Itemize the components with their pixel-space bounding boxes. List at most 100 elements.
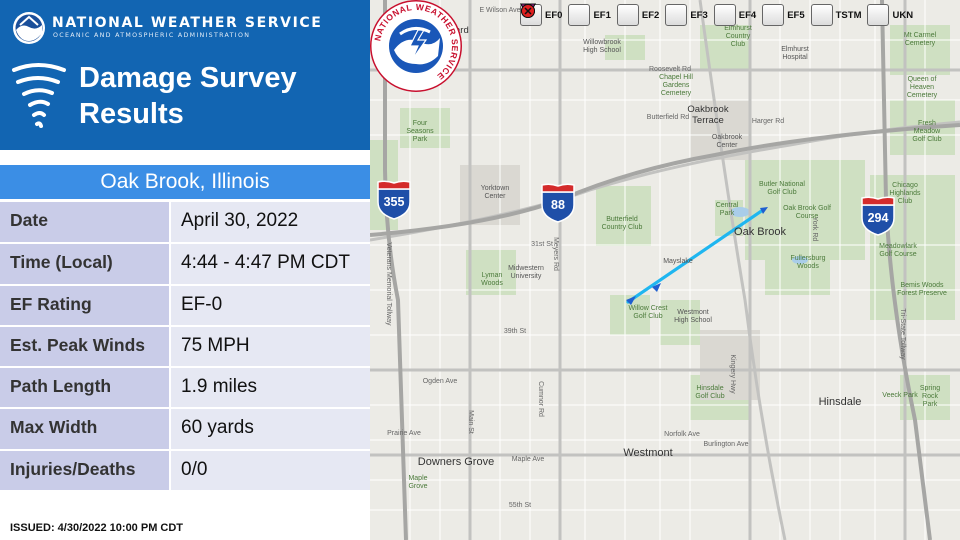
road-label-roosevelt: Roosevelt Rd xyxy=(648,66,692,73)
row-value: 60 yards xyxy=(170,408,370,451)
circle-dot-icon xyxy=(521,4,833,26)
legend-item-ef4: EF4 xyxy=(520,3,757,26)
map-label-spring-rock: Spring Rock Park xyxy=(919,385,941,408)
legend-item-tstm: TSTM xyxy=(521,4,862,26)
agency-subtitle: OCEANIC AND ATMOSPHERIC ADMINISTRATION xyxy=(53,32,251,39)
map-label-oakbrook-terrace: Oakbrook Terrace xyxy=(687,104,729,126)
row-label: EF Rating xyxy=(0,284,171,327)
map-label-hinsdale: Hinsdale xyxy=(818,396,862,408)
map-label-mt-carmel: Mt Carmel Cemetery xyxy=(903,32,937,47)
road-label-harger: Harger Rd xyxy=(751,118,785,125)
road-label-main-st: Main St xyxy=(467,410,474,434)
map-label-chapel-hill: Chapel Hill Gardens Cemetery xyxy=(659,74,693,97)
noaa-logo-icon xyxy=(13,12,45,44)
legend-item-ukn: UKN xyxy=(521,4,914,26)
page-title: Damage Survey Results xyxy=(79,60,297,132)
road-label-york: York Rd xyxy=(811,216,818,242)
map-label-fullersburg: Fullersburg Woods xyxy=(790,255,826,270)
road-label-ogden: Ogden Ave xyxy=(422,378,458,385)
row-label: Path Length xyxy=(0,367,171,410)
shield-number: 355 xyxy=(383,195,405,209)
row-value: EF-0 xyxy=(170,284,370,327)
map-label-hinsdale-gc: Hinsdale Golf Club xyxy=(695,385,725,400)
map-label-maple-grove: Maple Grove xyxy=(408,475,428,490)
map-label-central-park: Central Park xyxy=(715,202,739,217)
map-label-elmhurst-hospital: Elmhurst Hospital xyxy=(781,46,809,61)
table-row: Date April 30, 2022 xyxy=(0,202,370,245)
tornado-track xyxy=(626,207,768,305)
map-label-elmhurst-cc: Elmhurst Country Club xyxy=(724,25,752,48)
row-label: Max Width xyxy=(0,408,171,451)
road-label-maple-ave: Maple Ave xyxy=(511,456,545,463)
row-label: Date xyxy=(0,202,171,245)
triangle-down-icon xyxy=(520,3,785,26)
tornado-icon xyxy=(12,63,66,128)
map-label-butterfield-cc: Butterfield Country Club xyxy=(601,216,643,231)
row-value: 1.9 miles xyxy=(170,367,370,410)
legend-item-ef5: EF5 xyxy=(520,3,805,26)
map-label-oak-brook-gc: Oak Brook Golf Course xyxy=(783,205,831,220)
table-row: Est. Peak Winds 75 MPH xyxy=(0,325,370,369)
issued-timestamp: ISSUED: 4/30/2022 10:00 PM CDT xyxy=(10,522,184,534)
interstate-355-shield-icon: 355 xyxy=(376,180,412,220)
map-label-midwestern: Midwestern University xyxy=(508,265,544,280)
map-label-queen-heaven: Queen of Heaven Cemetery xyxy=(906,76,938,99)
road-label-tri-state: Tri-State Tollway xyxy=(899,308,906,360)
legend-label: EF1 xyxy=(593,9,611,21)
table-row: Injuries/Deaths 0/0 xyxy=(0,449,370,493)
triangle-down-icon xyxy=(520,3,639,26)
circle-x-icon xyxy=(521,4,890,26)
road-label-wilson: E Wilson Ave xyxy=(479,7,521,14)
map-label-bemis: Bemis Woods Forest Preserve xyxy=(897,282,947,297)
table-row: Time (Local) 4:44 - 4:47 PM CDT xyxy=(0,243,370,286)
summary-panel: NATIONAL WEATHER SERVICE OCEANIC AND ATM… xyxy=(0,0,370,540)
survey-details-table: Date April 30, 2022 Time (Local) 4:44 - … xyxy=(0,202,370,493)
map-label-downers-grove: Downers Grove xyxy=(417,456,495,468)
road-label-meyers: Meyers Rd xyxy=(552,237,559,271)
map-label-yorktown: Yorktown Center xyxy=(480,185,510,200)
legend-item-ef2: EF2 xyxy=(520,3,659,26)
map-label-fresh-meadow: Fresh Meadow Golf Club xyxy=(912,120,942,143)
legend-item-ef3: EF3 xyxy=(520,3,708,26)
legend-label: UKN xyxy=(892,9,914,21)
title-line-2: Results xyxy=(79,98,184,130)
location-title: Oak Brook, Illinois xyxy=(0,165,370,199)
header-banner: NATIONAL WEATHER SERVICE OCEANIC AND ATM… xyxy=(0,0,370,150)
water xyxy=(730,207,808,264)
road-label-butterfield: Butterfield Rd xyxy=(646,114,690,121)
nws-seal-icon: NATIONAL WEATHER SERVICE xyxy=(370,0,462,92)
row-value: 4:44 - 4:47 PM CDT xyxy=(170,243,370,286)
row-value: 75 MPH xyxy=(170,325,370,369)
map-label-willow-crest: Willow Crest Golf Club xyxy=(628,305,668,320)
shield-number: 88 xyxy=(551,198,565,212)
legend-label: EF0 xyxy=(545,9,563,21)
shield-number: 294 xyxy=(867,211,889,225)
road-label-burlington: Burlington Ave xyxy=(703,441,749,448)
map-label-lyman: Lyman Woods xyxy=(481,272,503,287)
agency-name: NATIONAL WEATHER SERVICE xyxy=(52,15,323,31)
row-value: 0/0 xyxy=(170,449,370,493)
legend-label: TSTM xyxy=(835,9,862,21)
legend-label: EF3 xyxy=(690,9,708,21)
table-row: Max Width 60 yards xyxy=(0,408,370,451)
map-label-willowbrook-hs: Willowbrook High School xyxy=(583,39,621,54)
legend-label: EF4 xyxy=(738,9,757,21)
map-label-oak-brook: Oak Brook xyxy=(734,226,786,238)
road-label-39th: 39th St xyxy=(503,328,527,335)
damage-map[interactable]: Lombard Oakbrook Terrace Oak Brook Westm… xyxy=(370,0,960,540)
map-label-meadowlark: Meadowlark Golf Course xyxy=(879,243,917,258)
road-label-31st: 31st St xyxy=(531,241,553,248)
map-label-westmont: Westmont xyxy=(623,447,673,459)
table-row: EF Rating EF-0 xyxy=(0,284,370,327)
map-label-four-seasons: Four Seasons Park xyxy=(406,120,434,143)
legend-item-ef1: EF1 xyxy=(520,3,611,26)
legend-label: EF5 xyxy=(787,9,805,21)
road-label-prairie: Prairie Ave xyxy=(387,430,421,437)
interstate-88-shield-icon: 88 xyxy=(540,183,576,223)
triangle-down-icon xyxy=(520,3,736,26)
map-canvas xyxy=(370,0,960,540)
row-value: April 30, 2022 xyxy=(170,202,370,245)
table-row: Path Length 1.9 miles xyxy=(0,367,370,410)
major-roads xyxy=(370,0,960,540)
road-label-veterans: Veterans Memorial Tollway xyxy=(385,242,392,326)
